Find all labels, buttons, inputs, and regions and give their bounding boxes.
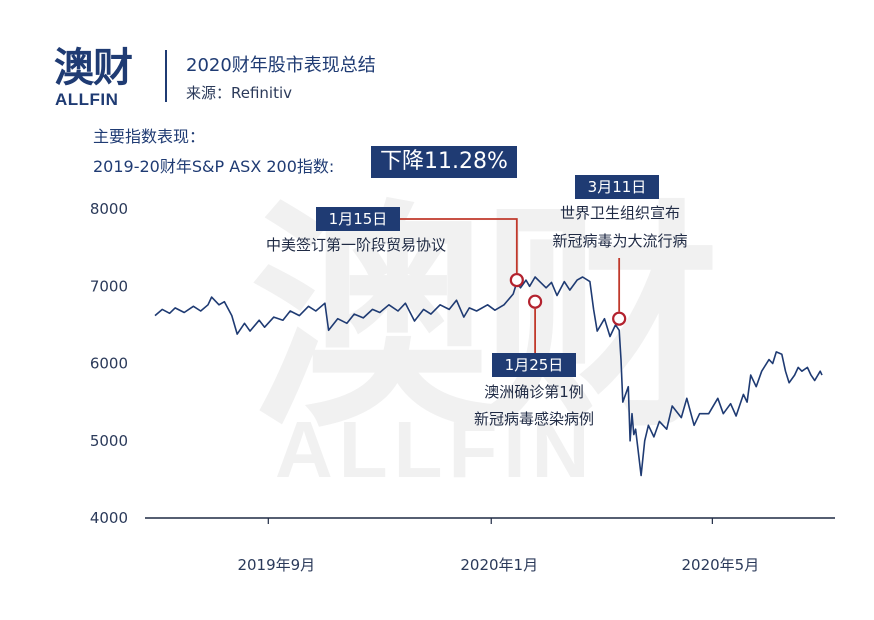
annotation-date-box — [492, 353, 576, 377]
annotation-date-label: 3月11日 — [588, 178, 647, 196]
change-badge: 下降11.28% — [371, 146, 517, 178]
series-line — [154, 276, 823, 477]
y-tick-label: 5000 — [90, 432, 128, 450]
x-tick-label: 2020年1月 — [460, 556, 538, 574]
y-tick-label: 4000 — [90, 509, 128, 527]
header-divider — [165, 50, 167, 102]
annotation-date-label: 1月25日 — [505, 356, 564, 374]
annotation-marker — [612, 311, 627, 326]
index-label: 2019-20财年S&P ASX 200指数: — [93, 157, 335, 176]
y-tick-label: 7000 — [90, 277, 128, 295]
watermark-cn: 澳财 — [250, 180, 720, 460]
annotation-leader-line — [400, 218, 518, 274]
x-tick-label: 2019年9月 — [237, 556, 315, 574]
annotation-marker — [509, 272, 524, 288]
watermark-en: ALLFIN — [275, 405, 596, 494]
y-tick-label: 6000 — [90, 355, 128, 373]
annotation-date-label: 1月15日 — [329, 210, 388, 228]
page-title: 2020财年股市表现总结 — [186, 55, 376, 76]
annotation-text: 澳洲确诊第1例 — [484, 383, 584, 401]
annotation-date-box — [575, 175, 659, 199]
y-tick-label: 8000 — [90, 200, 128, 218]
source-label: 来源：Refinitiv — [186, 84, 293, 102]
annotation-text: 新冠病毒为大流行病 — [552, 232, 687, 250]
brand-logo-en: ALLFIN — [55, 90, 119, 109]
annotation-date-box — [316, 207, 400, 231]
annotation-text: 中美签订第一阶段贸易协议 — [266, 236, 446, 254]
annotation-text: 新冠病毒感染病例 — [474, 410, 594, 428]
annotation-marker — [527, 294, 543, 309]
x-tick-label: 2020年5月 — [681, 556, 759, 574]
brand-logo-cn: 澳财 — [54, 45, 133, 91]
performance-label: 主要指数表现： — [93, 127, 206, 146]
annotation-text: 世界卫生组织宣布 — [560, 204, 680, 222]
